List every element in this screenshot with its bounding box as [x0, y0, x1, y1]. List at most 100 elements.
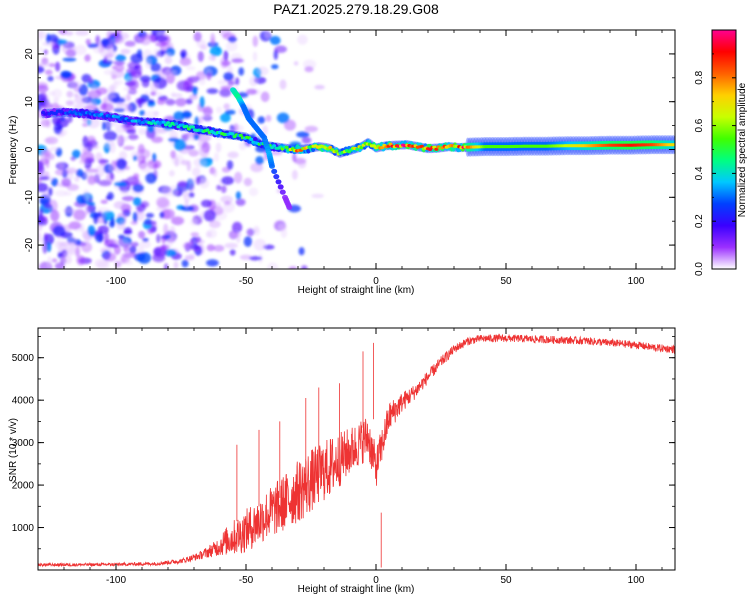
x-tick-label: -50 — [239, 575, 254, 586]
colorbar-tick-label: 0.2 — [694, 214, 705, 228]
noise-blob — [87, 175, 96, 185]
y-tick-label: 10 — [24, 96, 35, 108]
snr-panel: -100 -50 0 50 100 1000 2000 3000 4000 5000 Heigh… — [8, 327, 676, 595]
noise-blob — [169, 185, 179, 197]
noise-blob — [284, 119, 296, 131]
noise-blob — [141, 79, 150, 88]
noise-blob — [62, 43, 76, 55]
noise-blob — [189, 218, 197, 226]
noise-blob — [252, 51, 258, 62]
noise-blob — [150, 81, 159, 93]
noise-blob — [200, 199, 212, 208]
noise-blob — [255, 156, 264, 165]
noise-blob — [187, 183, 195, 192]
noise-blob — [215, 142, 222, 153]
x-tick-label: -100 — [106, 276, 126, 287]
noise-blob — [120, 48, 131, 55]
noise-blob — [97, 225, 109, 234]
ridge-core — [174, 122, 179, 126]
noise-blob — [109, 38, 123, 45]
noise-blob — [188, 149, 199, 157]
noise-blob — [181, 159, 189, 166]
noise-blob — [145, 172, 157, 184]
noise-blob — [138, 230, 146, 239]
colorbar: 0.0 0.2 0.4 0.6 0.8 Normalized spectral ampl… — [694, 29, 748, 276]
noise-blob — [115, 125, 127, 134]
noise-blob — [103, 94, 117, 106]
noise-blob — [301, 265, 308, 269]
noise-blob — [165, 98, 176, 106]
noise-blob — [213, 244, 225, 252]
noise-blob — [116, 134, 123, 144]
noise-blob — [72, 149, 81, 159]
ridge-core — [272, 144, 277, 148]
noise-blob — [193, 158, 207, 168]
noise-blob — [127, 134, 139, 140]
colorbar-tick-label: 0.0 — [694, 262, 705, 276]
noise-blob — [49, 146, 59, 151]
noise-blob — [39, 199, 49, 205]
noise-blob — [189, 94, 198, 100]
noise-blob — [249, 76, 258, 87]
noise-blob — [253, 225, 260, 233]
noise-blob — [54, 240, 62, 249]
noise-blob — [231, 221, 243, 233]
noise-blob — [82, 135, 89, 148]
noise-blob — [142, 238, 149, 242]
noise-blob — [174, 156, 179, 167]
noise-blob — [42, 41, 56, 47]
noise-blob — [269, 35, 281, 45]
x-tick-label: 0 — [373, 276, 379, 287]
noise-blob — [100, 199, 108, 204]
noise-blob — [234, 171, 243, 184]
noise-blob — [63, 251, 74, 257]
noise-blob — [130, 72, 136, 77]
noise-blob — [267, 262, 279, 269]
noise-blob — [206, 244, 215, 252]
colorbar-axis: 0.0 0.2 0.4 0.6 0.8 — [694, 53, 736, 276]
noise-blob — [214, 152, 219, 162]
noise-blob — [220, 113, 231, 123]
noise-blob — [235, 77, 240, 86]
noise-blob — [163, 70, 177, 75]
noise-blob — [100, 103, 114, 112]
noise-blob — [256, 66, 269, 76]
noise-blob — [182, 242, 195, 250]
noise-blob — [94, 258, 109, 268]
noise-blob — [81, 122, 89, 127]
snr-x-axis: -100 -50 0 50 100 — [37, 328, 663, 586]
noise-blob — [227, 151, 239, 159]
noise-blob — [127, 79, 139, 90]
snr-frame — [37, 327, 676, 571]
noise-blob — [270, 151, 283, 156]
noise-blob — [239, 254, 253, 260]
noise-blob — [119, 150, 128, 161]
colorbar-gradient — [712, 30, 736, 269]
noise-blob — [38, 215, 48, 222]
noise-blob — [145, 213, 155, 218]
noise-blob — [124, 260, 133, 265]
noise-blob — [103, 130, 118, 141]
noise-blob — [150, 62, 162, 72]
ridge-core — [99, 112, 104, 116]
noise-blob — [190, 232, 200, 237]
y-tick-label: 5000 — [12, 353, 35, 364]
noise-blob — [119, 220, 127, 225]
noise-blob — [173, 111, 185, 122]
noise-blob — [166, 71, 175, 84]
noise-blob — [280, 228, 288, 239]
noise-blob — [112, 44, 117, 53]
noise-blob — [180, 205, 195, 212]
noise-blob — [276, 112, 290, 124]
noise-blob — [102, 121, 107, 131]
y-tick-label: -20 — [24, 237, 35, 252]
noise-blob — [40, 119, 50, 127]
noise-blob — [173, 139, 187, 151]
spectrogram-x-axis: -100 -50 0 50 100 — [37, 30, 663, 287]
noise-blob — [217, 79, 227, 85]
noise-blob — [109, 220, 115, 228]
noise-blob — [199, 96, 205, 109]
snr-x-label: Height of straight line (km) — [298, 584, 415, 595]
noise-blob — [87, 43, 99, 49]
